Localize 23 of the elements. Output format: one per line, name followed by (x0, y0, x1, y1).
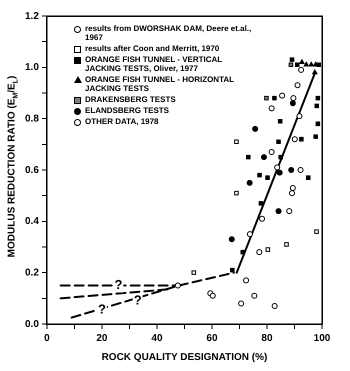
annotation: ? (134, 292, 142, 308)
y-tick-label: 1.0 (24, 62, 40, 74)
legend-label: results after Coon and Merritt, 1970 (85, 44, 220, 53)
x-tick-label: 100 (314, 332, 331, 344)
x-tick-label: 60 (206, 332, 218, 344)
x-axis-title: ROCK QUALITY DESIGNATION (%) (102, 352, 268, 363)
y-tick-label: 0.8 (24, 113, 40, 124)
legend-label: ORANGE FISH TUNNEL - HORIZONTAL JACKING TESTS (85, 75, 235, 93)
x-tick-label: 20 (96, 332, 108, 344)
legend-label: DRAKENSBERG TESTS (85, 95, 176, 104)
y-tick-label: 0.6 (24, 164, 40, 176)
x-tick-label: 0 (44, 332, 50, 344)
legend-label: OTHER DATA, 1978 (85, 117, 158, 126)
y-tick-label: 0.0 (24, 318, 40, 330)
annotation: ? (114, 277, 122, 292)
annotation: ? (98, 301, 106, 316)
legend-label: ORANGE FISH TUNNEL - VERTICAL JACKING TESTS, Oliver, 1977 (85, 55, 224, 73)
x-tick-label: 80 (261, 332, 273, 344)
y-tick-label: 1.2 (24, 10, 40, 22)
x-tick-label: 40 (151, 332, 163, 344)
y-tick-label: 0.2 (24, 267, 40, 278)
y-tick-label: 0.4 (24, 216, 40, 228)
legend-label: ELANDSBERG TESTS (85, 106, 170, 115)
